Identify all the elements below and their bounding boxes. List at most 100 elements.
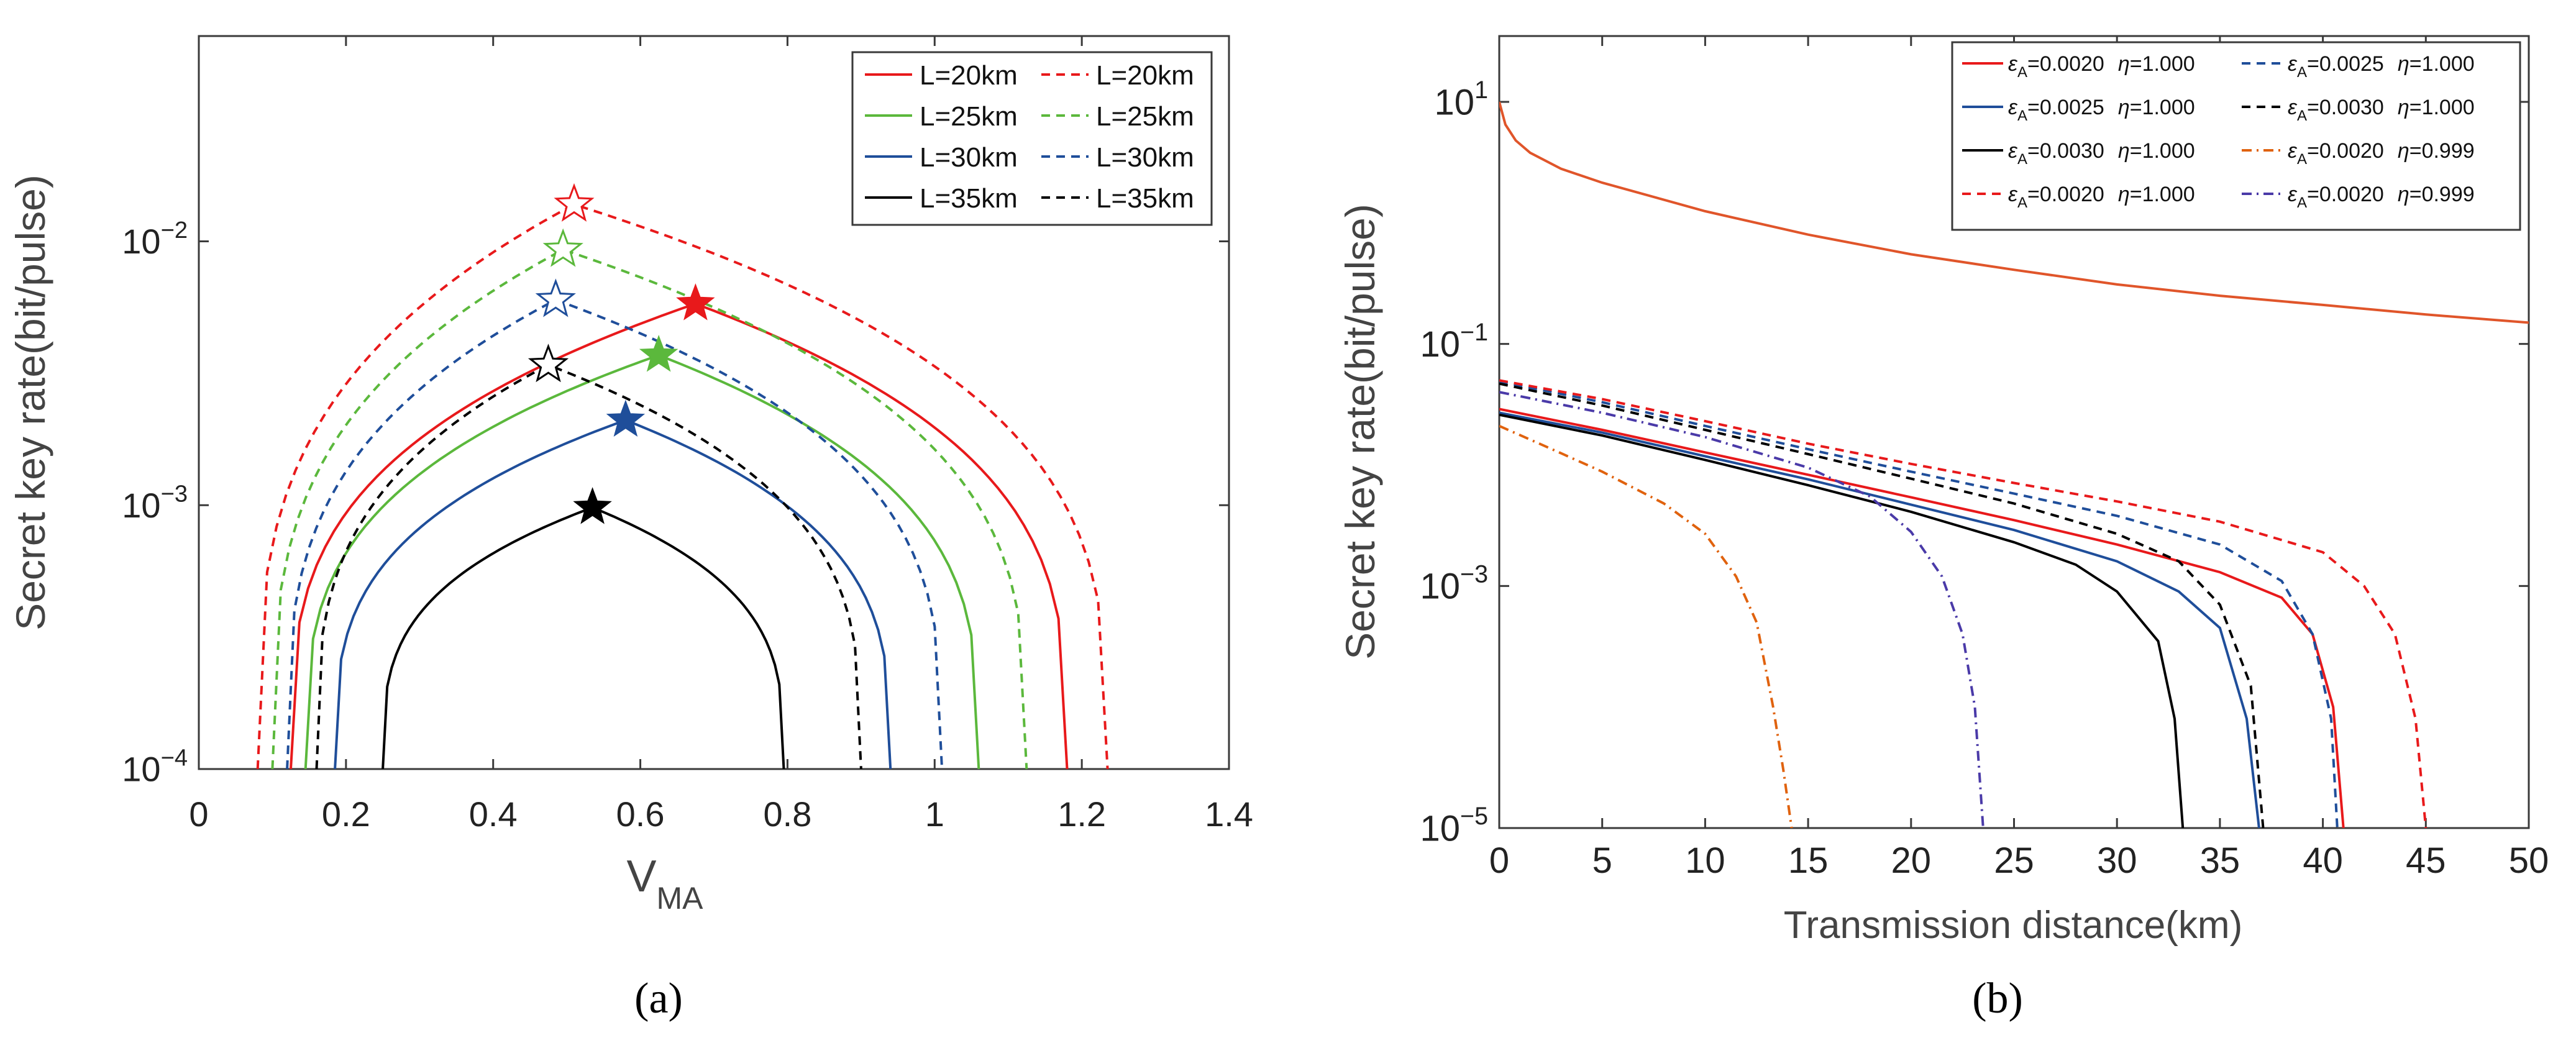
a-peak-star-open <box>554 183 595 222</box>
b-series-line <box>1499 380 2339 828</box>
b-legend-eta: η <box>2398 52 2409 76</box>
x-tick-label: 0 <box>1489 840 1509 881</box>
a-markers-group <box>528 183 715 524</box>
x-tick-label: 0.4 <box>469 794 518 834</box>
a-y-tick-labels: 10−410−310−2 <box>122 217 188 789</box>
x-tick-label: 0.2 <box>322 794 370 834</box>
y-tick-base: 10 <box>122 750 160 789</box>
b-legend-label: εA=0.0030 η=1.000 <box>2008 139 2195 168</box>
y-tick-exp: −5 <box>1460 803 1488 830</box>
x-tick-label: 25 <box>1994 840 2034 881</box>
b-legend-eps: ε <box>2008 52 2018 76</box>
a-legend-box <box>851 51 1213 226</box>
a-peak-star-open <box>528 344 569 383</box>
y-tick-exp: −1 <box>1460 319 1488 346</box>
a-legend: L=20km L=20km L=25km L=25km L=30km L=30km L=35… <box>851 51 1213 226</box>
b-legend-eps-sub: A <box>2297 194 2307 211</box>
x-tick-label: 35 <box>2200 840 2240 881</box>
x-tick-label: 1.2 <box>1057 794 1106 834</box>
b-series-line <box>1499 413 2185 828</box>
y-tick-base: 10 <box>122 486 160 525</box>
b-legend-eps-value: =0.0020 <box>2307 183 2384 206</box>
b-series-line <box>1499 101 2529 324</box>
b-legend-eta-value: =1.000 <box>2409 96 2475 119</box>
b-legend-label: εA=0.0025 η=1.000 <box>2288 52 2475 81</box>
a-xlabel-sub: MA <box>657 881 704 916</box>
b-legend-label: εA=0.0025 η=1.000 <box>2008 96 2195 124</box>
a-series-line <box>315 365 862 769</box>
a-series-line <box>381 506 785 769</box>
y-tick-label: 10−4 <box>122 745 188 788</box>
b-legend-label: εA=0.0020 η=0.999 <box>2288 139 2475 168</box>
b-legend-eta: η <box>2118 139 2130 163</box>
b-legend-eps-value: =0.0020 <box>2027 183 2104 206</box>
a-series-line <box>286 298 944 769</box>
panel-a: 0 0.2 0.4 0.6 0.8 1 1.2 1.4 10−410−310−2 Secret… <box>7 35 1253 916</box>
b-legend: εA=0.0020 η=1.000 εA=0.0025 η=1.000εA=0.002… <box>1951 41 2521 231</box>
b-legend-eta-value: =0.999 <box>2409 183 2475 206</box>
b-legend-eps-sub: A <box>2017 64 2027 81</box>
a-x-tick-labels: 0 0.2 0.4 0.6 0.8 1 1.2 1.4 <box>189 794 1253 834</box>
b-tick-marks <box>1498 36 2530 829</box>
b-xlabel: Transmission distance(km) <box>1784 904 2242 947</box>
a-peak-star-filled <box>676 283 715 321</box>
b-legend-eps: ε <box>2288 139 2298 163</box>
b-legend-eta: η <box>2118 183 2130 206</box>
a-series-line <box>290 303 1069 769</box>
a-xlabel: VMA <box>626 852 703 916</box>
b-legend-eps-value: =0.0025 <box>2027 96 2104 119</box>
y-tick-exp: −3 <box>1460 561 1488 588</box>
b-legend-label: εA=0.0030 η=1.000 <box>2288 96 2475 124</box>
a-series-group <box>256 204 1109 769</box>
b-legend-eta: η <box>2398 139 2409 163</box>
a-xlabel-main: V <box>626 852 656 901</box>
a-series-line <box>334 419 892 769</box>
y-tick-label: 10−1 <box>1420 319 1488 365</box>
y-tick-label: 10−3 <box>122 481 188 525</box>
a-legend-label: L=35km <box>920 183 1018 214</box>
y-tick-base: 10 <box>122 222 160 261</box>
b-legend-eta-value: =0.999 <box>2409 139 2475 163</box>
b-legend-label: εA=0.0020 η=1.000 <box>2008 52 2195 81</box>
x-tick-label: 40 <box>2303 840 2343 881</box>
b-legend-eps-sub: A <box>2297 151 2307 168</box>
a-series-line <box>256 204 1109 769</box>
y-tick-exp: −4 <box>161 745 188 771</box>
x-tick-label: 10 <box>1685 840 1725 881</box>
x-tick-label: 50 <box>2509 840 2549 881</box>
caption-b: (b) <box>1972 975 2023 1022</box>
y-tick-base: 10 <box>1420 324 1461 365</box>
y-tick-label: 10−5 <box>1420 803 1488 849</box>
x-tick-label: 0 <box>189 794 208 834</box>
b-ylabel: Secret key rate(bit/pulse) <box>1337 204 1383 660</box>
b-legend-eps-sub: A <box>2297 64 2307 81</box>
b-series-line <box>1499 424 1793 828</box>
x-tick-label: 45 <box>2406 840 2446 881</box>
b-legend-eps: ε <box>2288 183 2298 206</box>
b-legend-eps-sub: A <box>2017 107 2027 124</box>
caption-a: (a) <box>634 975 683 1022</box>
a-peak-star-filled <box>639 335 678 372</box>
b-legend-eta: η <box>2398 96 2409 119</box>
a-ylabel: Secret key rate(bit/pulse) <box>7 175 53 631</box>
y-tick-base: 10 <box>1420 808 1461 849</box>
a-peak-star-open <box>542 228 583 267</box>
b-legend-eta-value: =1.000 <box>2130 96 2195 119</box>
y-tick-exp: 1 <box>1474 76 1488 104</box>
b-legend-eps-value: =0.0030 <box>2027 139 2104 163</box>
y-tick-label: 10−3 <box>1420 561 1488 607</box>
b-legend-eps-sub: A <box>2297 107 2307 124</box>
a-legend-label: L=35km <box>1096 183 1194 214</box>
x-tick-label: 0.8 <box>763 794 811 834</box>
x-tick-label: 1 <box>925 794 944 834</box>
b-legend-eps-value: =0.0020 <box>2027 52 2104 76</box>
b-x-tick-labels: 0 5 10 15 20 25 30 35 40 45 50 <box>1489 840 2549 881</box>
b-legend-eps: ε <box>2008 96 2018 119</box>
a-tick-marks <box>198 36 1230 770</box>
b-series-line <box>1499 407 2345 828</box>
b-legend-label: εA=0.0020 η=1.000 <box>2008 183 2195 211</box>
b-series-line <box>1499 411 2260 828</box>
b-legend-eps-sub: A <box>2017 151 2027 168</box>
